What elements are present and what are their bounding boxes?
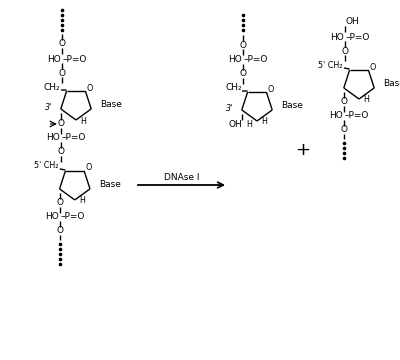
Text: O: O bbox=[85, 163, 91, 172]
Text: O: O bbox=[58, 40, 66, 49]
Text: +: + bbox=[296, 141, 310, 159]
Text: Base: Base bbox=[383, 80, 400, 89]
Text: H: H bbox=[80, 117, 86, 126]
Text: H: H bbox=[261, 117, 267, 126]
Text: OH: OH bbox=[345, 18, 359, 27]
Text: HO: HO bbox=[45, 212, 58, 221]
Text: O: O bbox=[369, 63, 376, 72]
Text: HO: HO bbox=[228, 55, 242, 64]
Text: –P=O: –P=O bbox=[345, 112, 369, 121]
Text: 5' CH₂: 5' CH₂ bbox=[34, 161, 59, 170]
Text: CH₂: CH₂ bbox=[43, 82, 60, 91]
Text: O: O bbox=[340, 98, 347, 107]
Text: O: O bbox=[340, 125, 347, 134]
Text: O: O bbox=[56, 198, 63, 207]
Text: DNAse I: DNAse I bbox=[164, 172, 200, 181]
Text: HO: HO bbox=[47, 54, 61, 63]
Text: Base: Base bbox=[100, 100, 122, 109]
Text: O: O bbox=[57, 148, 64, 157]
Text: –P=O: –P=O bbox=[63, 54, 87, 63]
Text: Base: Base bbox=[99, 180, 121, 189]
Text: OH: OH bbox=[229, 121, 243, 130]
Text: O: O bbox=[342, 46, 348, 55]
Text: O: O bbox=[240, 69, 246, 78]
Text: O: O bbox=[57, 120, 64, 129]
Text: –P=O: –P=O bbox=[62, 134, 86, 143]
Text: HO: HO bbox=[329, 112, 343, 121]
Text: –P=O: –P=O bbox=[346, 32, 370, 41]
Text: O: O bbox=[56, 226, 63, 235]
Text: CH₂: CH₂ bbox=[225, 84, 242, 93]
Text: H: H bbox=[246, 121, 252, 130]
Text: HO: HO bbox=[46, 134, 60, 143]
Text: O: O bbox=[267, 85, 274, 94]
Text: HO: HO bbox=[330, 32, 344, 41]
Text: Base: Base bbox=[281, 102, 303, 111]
Text: H: H bbox=[363, 95, 369, 104]
Text: 3': 3' bbox=[45, 103, 52, 112]
Text: O: O bbox=[86, 84, 92, 93]
Text: 5' CH₂: 5' CH₂ bbox=[318, 60, 343, 69]
Text: O: O bbox=[58, 68, 66, 77]
Text: 3': 3' bbox=[226, 104, 234, 113]
Text: –P=O: –P=O bbox=[244, 55, 268, 64]
Text: H: H bbox=[79, 197, 85, 206]
Text: –P=O: –P=O bbox=[60, 212, 85, 221]
Text: O: O bbox=[240, 40, 246, 49]
